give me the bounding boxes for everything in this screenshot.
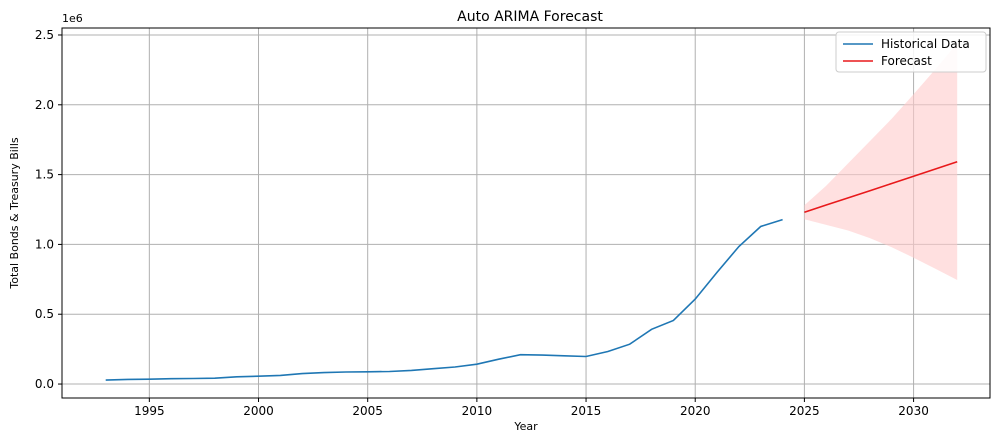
legend-box xyxy=(835,31,987,73)
forecast-line xyxy=(804,161,958,214)
x-tick-label: 2015 xyxy=(571,404,602,418)
plot-frame xyxy=(61,27,991,399)
grid xyxy=(62,28,990,398)
x-tick-label: 2025 xyxy=(789,404,820,418)
y-tick-label: 0.0 xyxy=(35,377,54,391)
y-tick-label: 2.5 xyxy=(35,28,54,42)
x-tick-label: 2005 xyxy=(352,404,383,418)
x-axis-label: Year xyxy=(513,420,538,433)
confidence-band-layer xyxy=(804,43,958,281)
x-tick-label: 1995 xyxy=(134,404,165,418)
x-tick-label: 2000 xyxy=(243,404,274,418)
x-tick-label: 2020 xyxy=(680,404,711,418)
series-layer xyxy=(105,161,958,381)
y-axis-label: Total Bonds & Treasury Bills xyxy=(8,137,21,290)
y-tick-label: 1.0 xyxy=(35,237,54,251)
x-tick-label: 2010 xyxy=(462,404,493,418)
y-tick-label: 1.5 xyxy=(35,168,54,182)
y-tick-label: 0.5 xyxy=(35,307,54,321)
historical-data-line xyxy=(105,218,783,381)
y-tick-label: 2.0 xyxy=(35,98,54,112)
legend-label-forecast: Forecast xyxy=(881,54,932,68)
x-axis-ticks: 1995 2000 2005 2010 2015 2020 2025 2030 xyxy=(134,398,929,418)
y-axis-multiplier: 1e6 xyxy=(62,12,83,25)
forecast-confidence-band xyxy=(804,43,958,281)
x-tick-label: 2030 xyxy=(898,404,929,418)
chart-title: Auto ARIMA Forecast xyxy=(457,9,603,25)
legend-label-historical: Historical Data xyxy=(881,37,970,51)
legend: Historical Data Forecast xyxy=(835,31,987,73)
y-axis-ticks: 0.0 0.5 1.0 1.5 2.0 2.5 xyxy=(35,28,62,391)
